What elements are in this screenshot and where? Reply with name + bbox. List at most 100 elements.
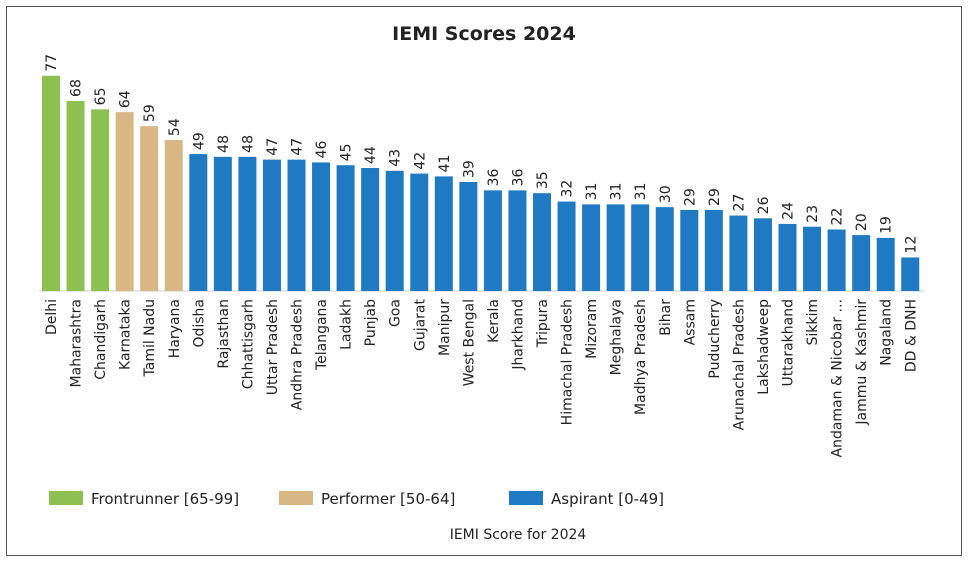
value-label-madhya-pradesh: 31 xyxy=(633,183,649,201)
category-label-kerala: Kerala xyxy=(486,299,502,343)
value-label-ladakh: 45 xyxy=(339,143,355,161)
value-label-manipur: 41 xyxy=(437,155,453,173)
chart-frame: IEMI Scores 2024 77 Delhi 68 Maharashtra 65 C… xyxy=(6,6,962,556)
category-label-chhattisgarh: Chhattisgarh xyxy=(240,299,256,389)
bar-odisha xyxy=(189,154,208,291)
value-label-andhra-pradesh: 47 xyxy=(290,138,306,156)
bars-group: 77 Delhi 68 Maharashtra 65 Chandigarh 64 Karnat… xyxy=(42,54,920,457)
bar-tamil-nadu xyxy=(140,126,159,291)
bar-goa xyxy=(385,170,404,291)
category-label-jharkhand: Jharkhand xyxy=(510,299,526,371)
value-label-odisha: 49 xyxy=(191,132,207,150)
bar-chhattisgarh xyxy=(238,156,257,291)
category-label-jammu-and-kashmir: Jammu & Kashmir xyxy=(854,299,870,426)
x-axis-caption: IEMI Score for 2024 xyxy=(450,527,587,543)
bar-rajasthan xyxy=(213,156,232,291)
category-label-maharashtra: Maharashtra xyxy=(69,299,85,387)
category-label-chandigarh: Chandigarh xyxy=(93,299,109,380)
bar-andaman-and-nicobar xyxy=(827,229,846,291)
value-label-kerala: 36 xyxy=(486,168,502,186)
value-label-telangana: 46 xyxy=(314,141,330,159)
category-label-dd-and-dnh: DD & DNH xyxy=(903,299,919,372)
category-label-west-bengal: West Bengal xyxy=(461,299,477,386)
bar-bihar xyxy=(655,207,674,291)
legend-label-frontrunner: Frontrunner [65-99] xyxy=(91,490,239,508)
legend-label-performer: Performer [50-64] xyxy=(321,490,455,508)
category-label-uttar-pradesh: Uttar Pradesh xyxy=(265,299,281,395)
value-label-lakshadweep: 26 xyxy=(756,196,772,214)
bar-uttar-pradesh xyxy=(262,159,281,291)
category-label-arunachal-pradesh: Arunachal Pradesh xyxy=(731,299,747,430)
bar-haryana xyxy=(164,140,183,291)
category-label-andaman-and-nicobar: Andaman & Nicobar ... xyxy=(830,299,846,457)
bar-karnataka xyxy=(115,112,134,292)
value-label-dd-and-dnh: 12 xyxy=(903,236,919,254)
category-label-mizoram: Mizoram xyxy=(584,299,600,359)
bar-dd-and-dnh xyxy=(901,257,920,291)
category-label-telangana: Telangana xyxy=(314,299,330,371)
category-label-goa: Goa xyxy=(388,299,404,327)
value-label-tamil-nadu: 59 xyxy=(142,104,158,122)
bar-west-bengal xyxy=(459,182,478,291)
category-label-odisha: Odisha xyxy=(191,299,207,348)
category-label-rajasthan: Rajasthan xyxy=(216,299,232,369)
bar-meghalaya xyxy=(606,204,625,291)
value-label-uttarakhand: 24 xyxy=(781,202,797,220)
value-label-delhi: 77 xyxy=(44,54,60,72)
value-label-jharkhand: 36 xyxy=(510,168,526,186)
category-label-puducherry: Puducherry xyxy=(707,299,723,379)
category-label-andhra-pradesh: Andhra Pradesh xyxy=(290,299,306,410)
bar-himachal-pradesh xyxy=(557,201,576,291)
value-label-puducherry: 29 xyxy=(707,188,723,206)
legend-swatch-frontrunner xyxy=(49,491,83,505)
legend-swatch-aspirant xyxy=(509,491,543,505)
category-label-tamil-nadu: Tamil Nadu xyxy=(142,299,158,378)
category-label-bihar: Bihar xyxy=(658,299,674,336)
category-label-assam: Assam xyxy=(682,299,698,345)
bar-arunachal-pradesh xyxy=(729,215,748,291)
category-label-manipur: Manipur xyxy=(437,299,453,356)
chart-title: IEMI Scores 2024 xyxy=(392,23,576,45)
category-label-delhi: Delhi xyxy=(44,299,60,335)
category-label-uttarakhand: Uttarakhand xyxy=(781,299,797,386)
value-label-himachal-pradesh: 32 xyxy=(560,180,576,198)
bar-andhra-pradesh xyxy=(287,159,306,291)
value-label-sikkim: 23 xyxy=(805,205,821,223)
bar-chandigarh xyxy=(91,109,110,291)
category-label-himachal-pradesh: Himachal Pradesh xyxy=(560,299,576,425)
value-label-goa: 43 xyxy=(388,149,404,167)
bar-mizoram xyxy=(582,204,601,291)
bar-jammu-and-kashmir xyxy=(852,235,871,291)
value-label-bihar: 30 xyxy=(658,185,674,203)
value-label-tripura: 35 xyxy=(535,171,551,189)
value-label-assam: 29 xyxy=(682,188,698,206)
category-label-nagaland: Nagaland xyxy=(879,299,895,366)
bar-madhya-pradesh xyxy=(631,204,650,291)
legend: Frontrunner [65-99] Performer [50-64] Aspi… xyxy=(49,490,664,508)
bar-manipur xyxy=(434,176,453,291)
bar-puducherry xyxy=(704,209,723,291)
bar-maharashtra xyxy=(66,100,85,291)
value-label-andaman-and-nicobar: 22 xyxy=(830,208,846,226)
value-label-maharashtra: 68 xyxy=(69,79,85,97)
category-label-madhya-pradesh: Madhya Pradesh xyxy=(633,299,649,415)
bar-telangana xyxy=(312,162,331,291)
value-label-arunachal-pradesh: 27 xyxy=(731,194,747,212)
value-label-rajasthan: 48 xyxy=(216,135,232,153)
bar-uttarakhand xyxy=(778,223,797,291)
value-label-nagaland: 19 xyxy=(879,216,895,234)
value-label-mizoram: 31 xyxy=(584,183,600,201)
value-label-karnataka: 64 xyxy=(118,90,134,108)
value-label-meghalaya: 31 xyxy=(609,183,625,201)
category-label-meghalaya: Meghalaya xyxy=(609,299,625,375)
value-label-chandigarh: 65 xyxy=(93,88,109,106)
value-label-west-bengal: 39 xyxy=(461,160,477,178)
value-label-chhattisgarh: 48 xyxy=(240,135,256,153)
bar-lakshadweep xyxy=(753,218,772,291)
bar-ladakh xyxy=(336,165,355,291)
category-label-punjab: Punjab xyxy=(363,299,379,346)
value-label-punjab: 44 xyxy=(363,146,379,164)
bar-gujarat xyxy=(410,173,429,291)
bar-sikkim xyxy=(803,226,822,291)
legend-swatch-performer xyxy=(279,491,313,505)
